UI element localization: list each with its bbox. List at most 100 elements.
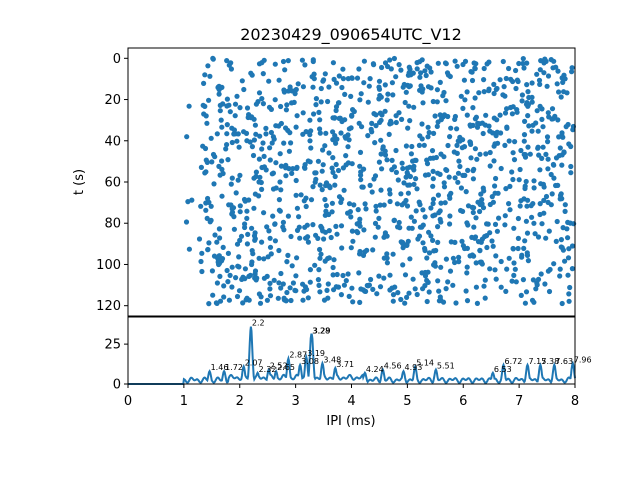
raster-y-tick-label: 80 bbox=[104, 217, 121, 232]
raster-point bbox=[416, 199, 422, 205]
raster-point bbox=[537, 211, 543, 218]
raster-point bbox=[509, 169, 515, 175]
raster-point bbox=[280, 281, 286, 287]
raster-point bbox=[301, 198, 307, 204]
raster-point bbox=[387, 57, 393, 63]
raster-point bbox=[498, 284, 504, 290]
raster-point bbox=[397, 225, 403, 231]
raster-point bbox=[220, 244, 226, 250]
raster-point bbox=[493, 175, 499, 182]
raster-point bbox=[260, 140, 266, 146]
raster-point bbox=[252, 268, 259, 274]
raster-point bbox=[264, 224, 270, 230]
raster-point bbox=[510, 245, 516, 252]
raster-point bbox=[455, 179, 461, 185]
raster-point bbox=[428, 85, 434, 91]
raster-point bbox=[408, 214, 414, 220]
raster-point bbox=[450, 255, 456, 261]
raster-point bbox=[237, 209, 243, 215]
raster-point bbox=[511, 225, 517, 231]
raster-point bbox=[511, 260, 517, 266]
raster-point bbox=[310, 84, 316, 90]
raster-point bbox=[345, 271, 351, 277]
raster-point bbox=[395, 290, 401, 296]
raster-point bbox=[366, 83, 372, 89]
raster-point bbox=[241, 129, 247, 135]
raster-point bbox=[560, 79, 566, 85]
raster-point bbox=[189, 197, 195, 203]
raster-point bbox=[468, 69, 474, 75]
raster-point bbox=[403, 174, 409, 180]
raster-point bbox=[307, 138, 313, 144]
raster-point bbox=[548, 171, 554, 178]
raster-point bbox=[413, 176, 419, 182]
raster-point bbox=[556, 89, 562, 95]
raster-point bbox=[355, 207, 361, 213]
raster-point bbox=[331, 76, 337, 82]
raster-point bbox=[384, 157, 390, 163]
raster-point bbox=[343, 135, 349, 141]
raster-point bbox=[510, 176, 516, 183]
raster-point bbox=[232, 113, 238, 119]
raster-point bbox=[436, 288, 442, 294]
raster-point bbox=[491, 90, 497, 97]
raster-point bbox=[198, 164, 204, 170]
raster-point bbox=[312, 262, 318, 268]
raster-point bbox=[348, 214, 354, 220]
raster-point bbox=[263, 131, 269, 137]
raster-point bbox=[287, 84, 293, 90]
raster-point bbox=[520, 277, 527, 283]
raster-point bbox=[213, 300, 219, 306]
histogram-y-tick-label: 25 bbox=[104, 338, 121, 353]
raster-point bbox=[263, 167, 269, 173]
raster-point bbox=[281, 140, 287, 146]
raster-point bbox=[523, 178, 529, 185]
raster-point bbox=[399, 202, 405, 208]
raster-point bbox=[380, 146, 386, 152]
raster-point bbox=[475, 199, 481, 205]
raster-point bbox=[206, 301, 212, 307]
raster-point bbox=[343, 278, 349, 284]
raster-point bbox=[446, 174, 452, 180]
raster-point bbox=[273, 160, 279, 166]
raster-point bbox=[317, 130, 323, 136]
raster-point bbox=[435, 278, 441, 284]
raster-point bbox=[287, 130, 293, 136]
raster-point bbox=[387, 191, 393, 197]
raster-point bbox=[297, 235, 303, 241]
raster-point bbox=[390, 92, 396, 98]
raster-point bbox=[368, 276, 374, 283]
raster-point bbox=[277, 151, 283, 157]
raster-point bbox=[389, 80, 395, 86]
raster-point bbox=[284, 289, 290, 296]
raster-point bbox=[382, 60, 389, 66]
raster-point bbox=[398, 239, 404, 245]
raster-point bbox=[424, 63, 430, 69]
histogram-y-tick-label: 0 bbox=[113, 378, 121, 393]
raster-point bbox=[285, 213, 291, 219]
raster-point bbox=[221, 283, 227, 289]
raster-point bbox=[224, 142, 230, 148]
raster-point bbox=[367, 76, 373, 82]
raster-point bbox=[333, 107, 339, 114]
raster-point bbox=[405, 72, 411, 78]
raster-point bbox=[537, 81, 543, 87]
raster-point bbox=[276, 247, 282, 254]
raster-point bbox=[539, 106, 545, 112]
raster-point bbox=[388, 66, 394, 72]
raster-point bbox=[487, 230, 493, 236]
raster-point bbox=[421, 142, 427, 148]
raster-point bbox=[569, 243, 576, 249]
raster-point bbox=[307, 159, 313, 165]
raster-point bbox=[199, 268, 205, 275]
raster-point bbox=[300, 131, 306, 137]
raster-point bbox=[283, 107, 289, 113]
raster-point bbox=[494, 85, 500, 92]
peak-label: 3.48 bbox=[323, 355, 341, 364]
raster-point bbox=[493, 276, 499, 282]
raster-point bbox=[442, 60, 449, 66]
raster-point bbox=[566, 298, 572, 304]
raster-point bbox=[396, 219, 402, 226]
raster-point bbox=[200, 143, 206, 149]
raster-point bbox=[356, 66, 362, 72]
